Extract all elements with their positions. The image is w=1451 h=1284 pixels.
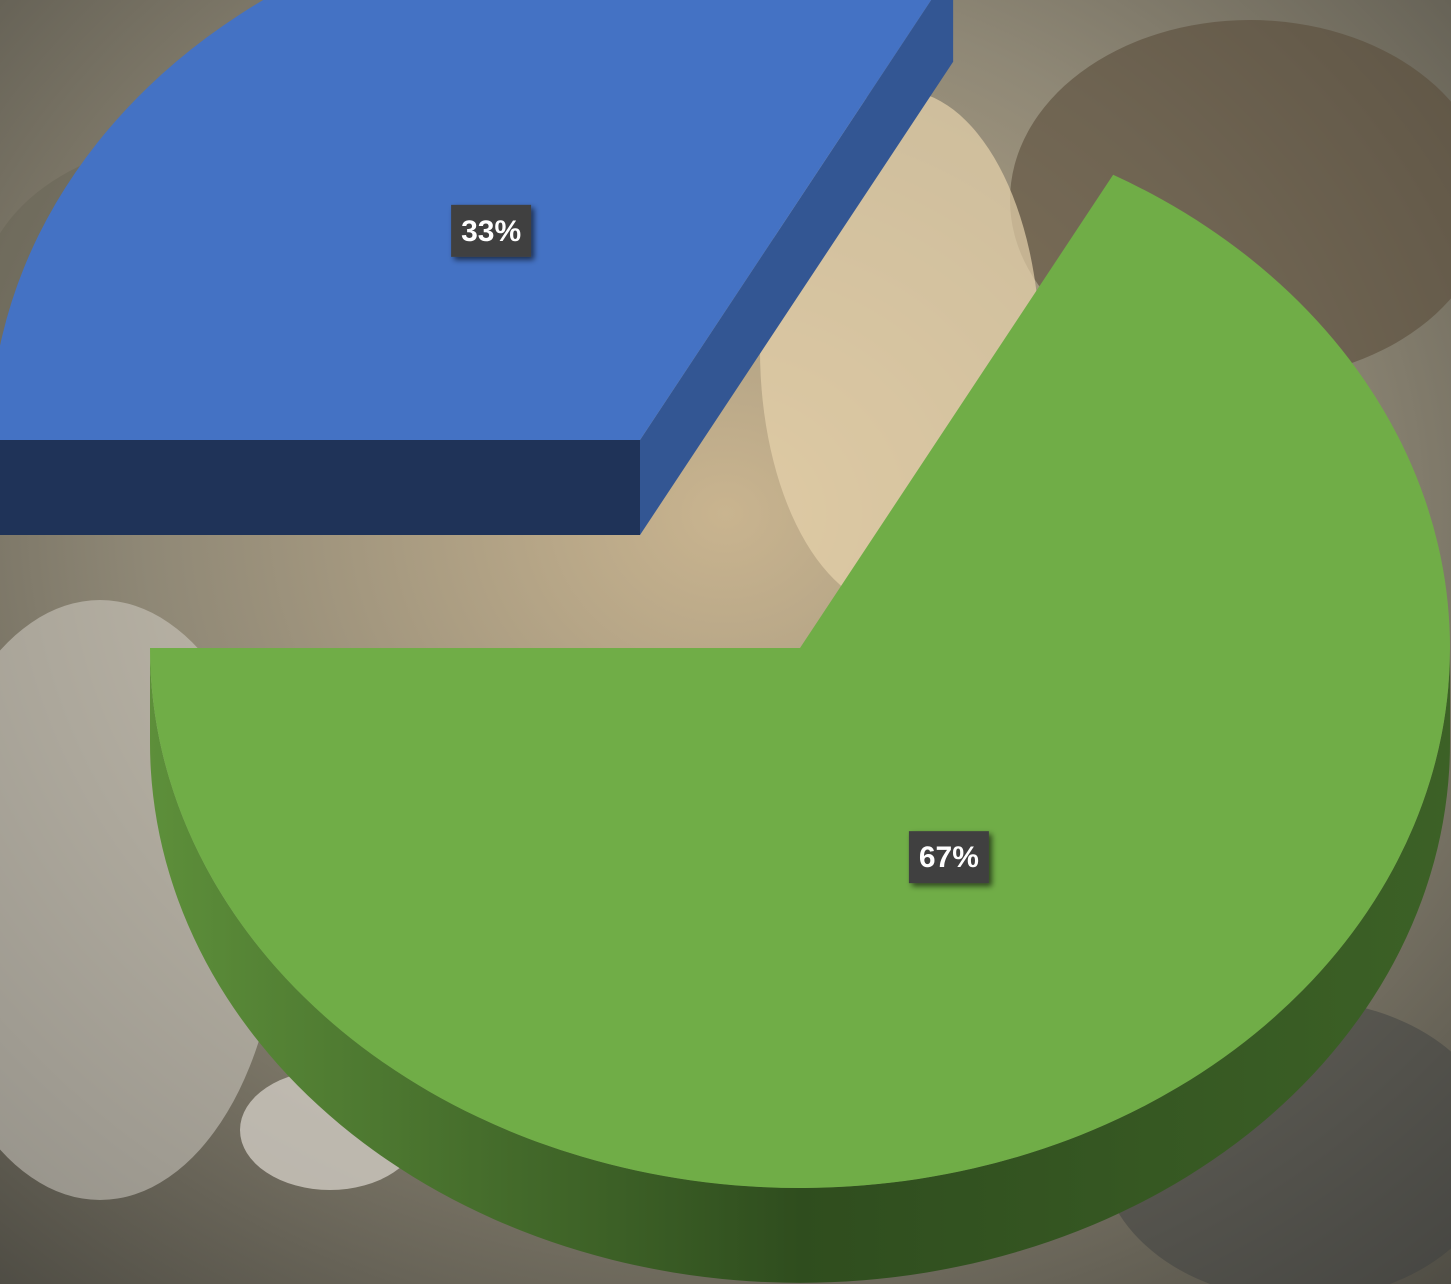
slice-top <box>150 174 1451 1189</box>
data-label-box <box>908 831 989 884</box>
data-label: 67% <box>919 841 979 874</box>
slice-side <box>150 648 1450 1283</box>
slice-cut-face <box>640 0 954 535</box>
slice-cut-face <box>0 440 640 535</box>
data-label: 33% <box>461 215 521 248</box>
data-label-box <box>451 204 532 257</box>
